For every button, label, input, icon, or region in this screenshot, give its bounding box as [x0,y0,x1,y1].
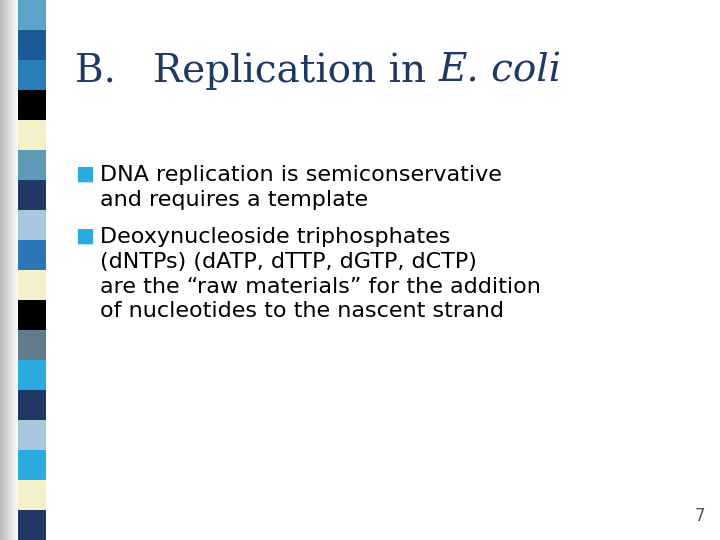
Text: Deoxynucleoside triphosphates: Deoxynucleoside triphosphates [100,227,451,247]
Bar [18,360,46,390]
Bar [18,240,46,270]
Bar [18,150,46,180]
Bar [18,420,46,450]
Bar [18,480,46,510]
Text: DNA replication is semiconservative: DNA replication is semiconservative [100,165,502,185]
Bar [16,0,17,540]
Text: (dNTPs) (dATP, dTTP, dGTP, dCTP): (dNTPs) (dATP, dTTP, dGTP, dCTP) [100,252,477,272]
Bar [9,0,10,540]
Bar [7,0,8,540]
Bar [17,0,18,540]
Bar [18,180,46,210]
Bar [8,0,9,540]
Bar [4,0,5,540]
Bar [0,0,1,540]
Bar [12,0,13,540]
Bar [18,510,46,540]
Text: 7: 7 [695,507,705,525]
Bar [18,30,46,60]
Text: are the “raw materials” for the addition: are the “raw materials” for the addition [100,276,541,296]
Bar [18,90,46,120]
Bar [5,0,6,540]
Text: ■: ■ [75,227,94,246]
Bar [2,0,3,540]
Bar [3,0,4,540]
Bar [11,0,12,540]
Bar [14,0,15,540]
Bar [1,0,2,540]
Bar [10,0,11,540]
Bar [18,120,46,150]
Bar [18,60,46,90]
Bar [13,0,14,540]
Text: of nucleotides to the nascent strand: of nucleotides to the nascent strand [100,301,504,321]
Bar [18,270,46,300]
Bar [6,0,7,540]
Text: B.   Replication in: B. Replication in [75,52,438,90]
Bar [18,450,46,480]
Bar [15,0,16,540]
Bar [18,0,46,30]
Text: E. coli: E. coli [438,52,562,89]
Bar [18,390,46,420]
Text: and requires a template: and requires a template [100,190,368,210]
Text: ■: ■ [75,165,94,184]
Bar [18,210,46,240]
Bar [18,330,46,360]
Bar [18,300,46,330]
